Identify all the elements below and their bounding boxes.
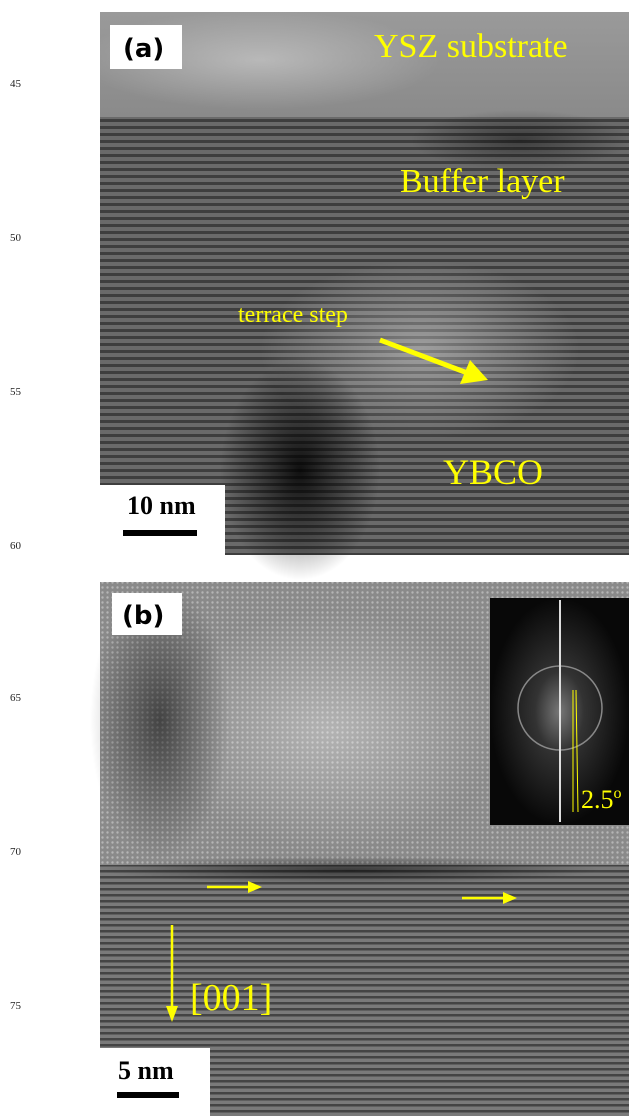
annotation: YBCO <box>443 452 543 492</box>
shading <box>220 360 380 580</box>
scale-label: 10 nm <box>127 491 196 520</box>
line-number: 50 <box>10 232 22 244</box>
line-number: 75 <box>10 1000 22 1012</box>
page: 45 50 55 60 65 70 75 (a) YSZ substrate B… <box>0 0 629 1116</box>
scale-bar <box>117 1092 179 1098</box>
annotation: [001] <box>190 977 272 1019</box>
figure: 45 50 55 60 65 70 75 (a) YSZ substrate B… <box>0 0 629 1116</box>
angle-mark: o <box>614 785 622 802</box>
line-number: 45 <box>10 78 22 90</box>
annotation: YSZ substrate <box>374 28 568 65</box>
annotation: Buffer layer <box>400 163 565 200</box>
panel-label: (b) <box>122 601 164 631</box>
line-number: 60 <box>10 540 22 552</box>
panel-b: (b) 2.5o [001] 5 nm <box>90 580 629 1116</box>
annotation: terrace step <box>238 302 348 328</box>
angle-value: 2.5 <box>581 785 614 814</box>
scale-label: 5 nm <box>118 1056 174 1085</box>
shading <box>410 110 629 170</box>
line-number: 55 <box>10 386 22 398</box>
panel-a: (a) YSZ substrate Buffer layer terrace s… <box>80 10 629 580</box>
panel-label: (a) <box>123 34 164 64</box>
shading <box>100 856 600 884</box>
line-number: 70 <box>10 846 22 858</box>
line-number: 65 <box>10 692 22 704</box>
scale-bar <box>123 530 197 536</box>
line-numbers: 45 50 55 60 65 70 75 <box>10 78 22 1012</box>
fft-inset: 2.5o <box>490 598 629 825</box>
